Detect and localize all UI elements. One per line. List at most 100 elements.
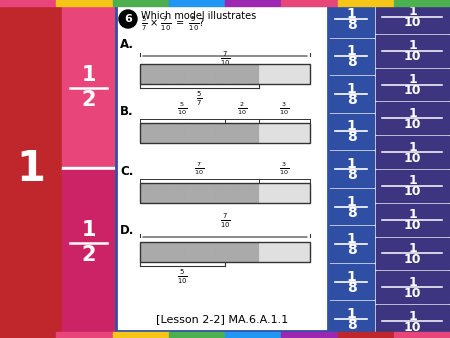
Bar [157, 64, 174, 84]
Text: $\frac{2}{10}$: $\frac{2}{10}$ [237, 100, 247, 117]
Text: $\frac{7}{10}$: $\frac{7}{10}$ [220, 212, 230, 230]
Bar [157, 242, 174, 262]
Bar [112, 0, 169, 6]
Text: [Lesson 2-2] MA.6.A.1.1: [Lesson 2-2] MA.6.A.1.1 [156, 314, 288, 324]
Bar [376, 35, 449, 67]
Text: 10: 10 [404, 17, 421, 29]
Bar [225, 242, 242, 262]
Text: 1: 1 [408, 73, 417, 86]
Text: 8: 8 [346, 281, 356, 295]
Text: 8: 8 [346, 93, 356, 107]
Bar [259, 64, 276, 84]
Bar [174, 64, 191, 84]
Bar [191, 242, 208, 262]
Bar [329, 301, 374, 337]
Text: 10: 10 [404, 118, 421, 131]
Text: 1: 1 [408, 39, 417, 52]
Bar [242, 242, 259, 262]
Text: D.: D. [120, 224, 135, 237]
Text: 1: 1 [408, 107, 417, 120]
Bar [140, 123, 310, 143]
Bar [376, 238, 449, 269]
Bar [0, 332, 56, 338]
Text: 10: 10 [404, 321, 421, 334]
Text: 6: 6 [124, 14, 132, 24]
Bar [191, 183, 208, 203]
Text: 1: 1 [408, 208, 417, 221]
Bar [338, 332, 394, 338]
Text: 10: 10 [404, 50, 421, 63]
Bar [56, 332, 112, 338]
Text: $\frac{5}{7}$: $\frac{5}{7}$ [196, 90, 202, 108]
Circle shape [119, 10, 137, 28]
Text: 8: 8 [346, 243, 356, 257]
Bar [169, 332, 225, 338]
Text: 8: 8 [346, 168, 356, 182]
Bar [140, 123, 157, 143]
Bar [376, 305, 449, 337]
Text: 10: 10 [404, 84, 421, 97]
Text: $\frac{3}{10}$: $\frac{3}{10}$ [279, 160, 289, 177]
Text: 8: 8 [346, 206, 356, 220]
Text: 1: 1 [346, 119, 356, 134]
Text: 8: 8 [346, 318, 356, 332]
Text: 10: 10 [404, 186, 421, 198]
Text: 1: 1 [346, 195, 356, 209]
Text: 10: 10 [404, 219, 421, 232]
Bar [376, 136, 449, 168]
Bar [225, 0, 281, 6]
Text: 1: 1 [81, 220, 96, 240]
Bar [140, 64, 310, 84]
Bar [376, 170, 449, 202]
Bar [208, 64, 225, 84]
Text: 1: 1 [408, 310, 417, 322]
Bar [225, 123, 242, 143]
Bar [394, 0, 450, 6]
Text: 1: 1 [346, 157, 356, 171]
Text: 8: 8 [346, 55, 356, 69]
Text: 2: 2 [81, 90, 96, 110]
Bar [0, 6, 62, 332]
Text: $\frac{7}{10}$: $\frac{7}{10}$ [194, 160, 204, 177]
Bar [376, 69, 449, 100]
Bar [293, 64, 310, 84]
Bar [376, 271, 449, 303]
Text: 2: 2 [81, 245, 96, 265]
Bar [191, 64, 208, 84]
Text: $\frac{3}{10}$: $\frac{3}{10}$ [279, 100, 289, 117]
Bar [62, 170, 115, 332]
Text: 1: 1 [346, 307, 356, 321]
Text: $\frac{7}{10}$: $\frac{7}{10}$ [220, 50, 230, 68]
Bar [329, 39, 374, 74]
Text: 1: 1 [346, 44, 356, 58]
Text: 1: 1 [346, 7, 356, 21]
Text: $\frac{5}{10}$: $\frac{5}{10}$ [177, 100, 188, 117]
Bar [157, 123, 174, 143]
Bar [329, 76, 374, 112]
Text: A.: A. [120, 38, 134, 51]
Bar [174, 123, 191, 143]
Text: 8: 8 [346, 18, 356, 32]
Bar [293, 242, 310, 262]
Bar [293, 123, 310, 143]
Text: B.: B. [120, 105, 134, 118]
Bar [225, 183, 242, 203]
Bar [208, 183, 225, 203]
Bar [394, 332, 450, 338]
Text: 1: 1 [346, 232, 356, 246]
Text: 1: 1 [408, 276, 417, 289]
Bar [208, 123, 225, 143]
Text: 10: 10 [404, 152, 421, 165]
Bar [329, 264, 374, 299]
Bar [225, 332, 281, 338]
Bar [140, 183, 157, 203]
Text: Which model illustrates: Which model illustrates [141, 11, 256, 21]
Bar [225, 64, 242, 84]
Bar [259, 242, 276, 262]
Bar [276, 64, 293, 84]
Bar [259, 183, 276, 203]
Bar [329, 189, 374, 224]
Bar [276, 242, 293, 262]
Text: 1: 1 [408, 242, 417, 255]
Text: $\frac{5}{7}$ $\times$ $\frac{7}{10}$ $=$ $\frac{5}{10}$?: $\frac{5}{7}$ $\times$ $\frac{7}{10}$ $=… [141, 15, 205, 33]
